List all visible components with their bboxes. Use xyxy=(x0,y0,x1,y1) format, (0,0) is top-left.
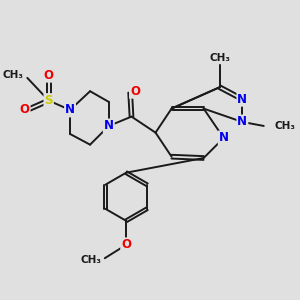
Text: CH₃: CH₃ xyxy=(81,254,102,265)
Text: O: O xyxy=(130,85,140,98)
Text: O: O xyxy=(44,69,54,82)
Text: N: N xyxy=(219,131,229,145)
Text: O: O xyxy=(121,238,131,251)
Text: O: O xyxy=(20,103,30,116)
Text: N: N xyxy=(237,116,248,128)
Text: CH₃: CH₃ xyxy=(209,53,230,63)
Text: S: S xyxy=(44,94,53,107)
Text: N: N xyxy=(65,103,75,116)
Text: CH₃: CH₃ xyxy=(2,70,23,80)
Text: N: N xyxy=(104,119,114,133)
Text: N: N xyxy=(237,93,248,106)
Text: CH₃: CH₃ xyxy=(275,121,296,131)
